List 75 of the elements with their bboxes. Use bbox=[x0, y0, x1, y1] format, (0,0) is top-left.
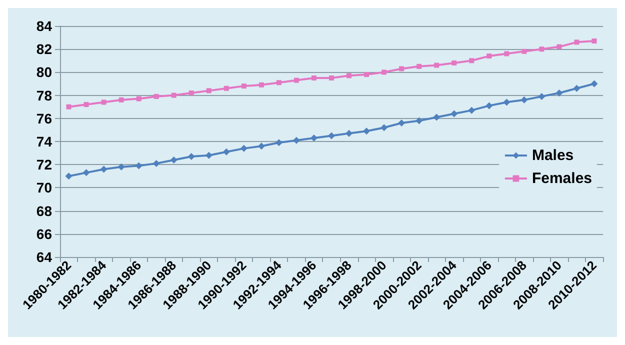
point bbox=[258, 82, 264, 88]
point bbox=[171, 92, 176, 98]
point bbox=[539, 46, 544, 52]
point bbox=[224, 86, 229, 91]
y-tick-label: 68 bbox=[36, 202, 52, 219]
point bbox=[82, 169, 90, 176]
point bbox=[556, 89, 563, 96]
y-tick-label: 80 bbox=[36, 64, 52, 80]
point bbox=[136, 96, 142, 102]
point bbox=[329, 75, 334, 80]
point bbox=[65, 172, 72, 180]
point bbox=[84, 102, 89, 108]
point bbox=[206, 88, 212, 94]
y-tick-label: 74 bbox=[36, 134, 52, 150]
point bbox=[310, 134, 318, 142]
point bbox=[101, 100, 106, 105]
point bbox=[538, 92, 546, 100]
point bbox=[346, 73, 352, 78]
point bbox=[486, 102, 493, 110]
point bbox=[135, 162, 142, 170]
point bbox=[346, 130, 353, 137]
point bbox=[170, 156, 178, 164]
y-tick-label: 72 bbox=[36, 156, 52, 173]
point bbox=[522, 48, 527, 54]
point bbox=[434, 62, 440, 68]
point bbox=[590, 80, 598, 88]
y-tick-label: 70 bbox=[36, 180, 52, 196]
point bbox=[556, 44, 562, 50]
point bbox=[188, 153, 195, 160]
point bbox=[152, 160, 160, 167]
legend-label: Females bbox=[532, 170, 592, 187]
y-tick-label: 82 bbox=[36, 41, 52, 58]
point bbox=[573, 84, 580, 92]
point bbox=[399, 66, 404, 72]
point bbox=[398, 120, 406, 127]
point bbox=[382, 70, 387, 75]
point bbox=[364, 72, 370, 78]
point bbox=[574, 40, 580, 45]
point bbox=[118, 163, 125, 170]
point bbox=[276, 80, 282, 86]
point bbox=[503, 98, 510, 106]
point bbox=[241, 84, 246, 89]
point bbox=[222, 148, 230, 156]
point bbox=[292, 136, 300, 144]
point bbox=[258, 142, 265, 150]
point bbox=[416, 117, 423, 124]
point bbox=[486, 54, 492, 59]
y-tick-label: 84 bbox=[36, 18, 52, 34]
point bbox=[100, 166, 108, 173]
point bbox=[311, 75, 316, 80]
point bbox=[363, 128, 370, 135]
point bbox=[416, 64, 422, 69]
point bbox=[452, 60, 457, 66]
point bbox=[205, 152, 212, 159]
y-tick-label: 64 bbox=[36, 249, 52, 265]
y-tick-label: 76 bbox=[36, 110, 52, 126]
point bbox=[154, 94, 159, 99]
point bbox=[520, 96, 528, 104]
point bbox=[504, 51, 510, 56]
point bbox=[118, 97, 124, 102]
point bbox=[66, 104, 72, 110]
point bbox=[433, 114, 440, 121]
point bbox=[188, 90, 194, 96]
point bbox=[469, 58, 474, 64]
point bbox=[275, 139, 282, 146]
point bbox=[380, 124, 388, 132]
y-tick-label: 66 bbox=[36, 226, 52, 242]
point bbox=[468, 106, 476, 114]
point bbox=[328, 132, 335, 140]
legend-label: Males bbox=[532, 147, 574, 164]
point bbox=[450, 110, 458, 118]
point bbox=[240, 144, 248, 152]
point bbox=[294, 78, 299, 83]
y-tick-label: 78 bbox=[36, 87, 52, 104]
point bbox=[592, 38, 597, 44]
